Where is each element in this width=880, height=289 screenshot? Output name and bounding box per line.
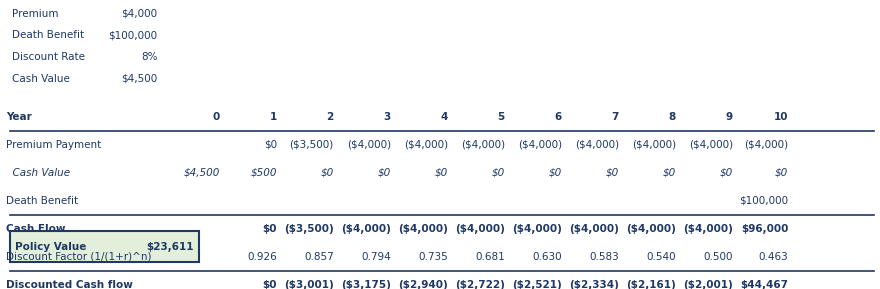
Text: 0.857: 0.857 <box>304 252 334 262</box>
Text: $0: $0 <box>262 224 277 234</box>
Text: ($2,722): ($2,722) <box>455 280 505 289</box>
Text: ($3,001): ($3,001) <box>284 280 334 289</box>
Text: $96,000: $96,000 <box>741 224 788 234</box>
Text: ($4,000): ($4,000) <box>632 140 676 150</box>
Text: 9: 9 <box>726 112 733 122</box>
Text: ($4,000): ($4,000) <box>517 140 562 150</box>
Text: 0.500: 0.500 <box>703 252 733 262</box>
Text: 0.926: 0.926 <box>247 252 277 262</box>
Text: 0.463: 0.463 <box>759 252 788 262</box>
Text: ($2,001): ($2,001) <box>683 280 733 289</box>
Text: ($4,000): ($4,000) <box>689 140 733 150</box>
Text: $0: $0 <box>378 168 391 178</box>
FancyBboxPatch shape <box>11 231 199 262</box>
Text: ($4,000): ($4,000) <box>569 224 619 234</box>
Text: ($3,500): ($3,500) <box>290 140 334 150</box>
Text: Cash Value: Cash Value <box>6 168 70 178</box>
Text: ($4,000): ($4,000) <box>347 140 391 150</box>
Text: $4,000: $4,000 <box>121 9 158 18</box>
Text: ($4,000): ($4,000) <box>398 224 448 234</box>
Text: Death Benefit: Death Benefit <box>6 196 78 206</box>
Text: 0.735: 0.735 <box>418 252 448 262</box>
Text: $0: $0 <box>492 168 505 178</box>
Text: $100,000: $100,000 <box>739 196 788 206</box>
Text: 0.583: 0.583 <box>590 252 619 262</box>
Text: ($4,000): ($4,000) <box>455 224 505 234</box>
Text: ($4,000): ($4,000) <box>512 224 562 234</box>
Text: ($4,000): ($4,000) <box>341 224 391 234</box>
Text: 0.630: 0.630 <box>532 252 562 262</box>
Text: Year: Year <box>6 112 32 122</box>
Text: $4,500: $4,500 <box>183 168 220 178</box>
Text: 5: 5 <box>498 112 505 122</box>
Text: $0: $0 <box>605 168 619 178</box>
Text: $0: $0 <box>435 168 448 178</box>
Text: $0: $0 <box>663 168 676 178</box>
Text: $0: $0 <box>720 168 733 178</box>
Text: ($4,000): ($4,000) <box>404 140 448 150</box>
Text: Cash Value: Cash Value <box>12 74 70 84</box>
Text: Death Benefit: Death Benefit <box>12 30 84 40</box>
Text: 7: 7 <box>612 112 619 122</box>
Text: 0: 0 <box>213 112 220 122</box>
Text: Policy Value: Policy Value <box>16 242 87 251</box>
Text: 1: 1 <box>269 112 277 122</box>
Text: ($4,000): ($4,000) <box>575 140 619 150</box>
Text: ($2,161): ($2,161) <box>627 280 676 289</box>
Text: 3: 3 <box>384 112 391 122</box>
Text: ($4,000): ($4,000) <box>626 224 676 234</box>
Text: $4,500: $4,500 <box>121 74 158 84</box>
Text: ($2,521): ($2,521) <box>512 280 562 289</box>
Text: 0.681: 0.681 <box>475 252 505 262</box>
Text: 2: 2 <box>326 112 334 122</box>
Text: ($2,334): ($2,334) <box>569 280 619 289</box>
Text: $0: $0 <box>264 140 277 150</box>
Text: 10: 10 <box>774 112 788 122</box>
Text: $0: $0 <box>775 168 788 178</box>
Text: ($4,000): ($4,000) <box>461 140 505 150</box>
Text: ($4,000): ($4,000) <box>683 224 733 234</box>
Text: $0: $0 <box>262 280 277 289</box>
Text: ($4,000): ($4,000) <box>744 140 788 150</box>
Text: $100,000: $100,000 <box>108 30 158 40</box>
Text: 6: 6 <box>554 112 562 122</box>
Text: 4: 4 <box>441 112 448 122</box>
Text: ($3,175): ($3,175) <box>341 280 391 289</box>
Text: ($3,500): ($3,500) <box>284 224 334 234</box>
Text: Discount Factor (1/(1+r)^n): Discount Factor (1/(1+r)^n) <box>6 252 151 262</box>
Text: Premium Payment: Premium Payment <box>6 140 101 150</box>
Text: $0: $0 <box>549 168 562 178</box>
Text: 8%: 8% <box>141 52 158 62</box>
Text: $23,611: $23,611 <box>146 242 194 251</box>
Text: 8: 8 <box>669 112 676 122</box>
Text: Cash Flow: Cash Flow <box>6 224 65 234</box>
Text: 0.540: 0.540 <box>646 252 676 262</box>
Text: $500: $500 <box>250 168 277 178</box>
Text: Premium: Premium <box>12 9 58 18</box>
Text: Discounted Cash flow: Discounted Cash flow <box>6 280 133 289</box>
Text: $44,467: $44,467 <box>740 280 788 289</box>
Text: 0.794: 0.794 <box>361 252 391 262</box>
Text: Discount Rate: Discount Rate <box>12 52 84 62</box>
Text: $0: $0 <box>320 168 334 178</box>
Text: ($2,940): ($2,940) <box>398 280 448 289</box>
